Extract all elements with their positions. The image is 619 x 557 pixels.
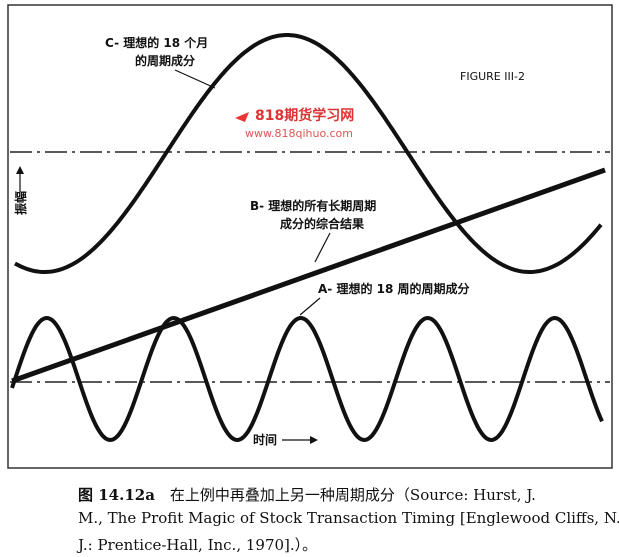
watermark: 818期货学习网 xyxy=(255,107,354,124)
figure-id: FIGURE III-2 xyxy=(460,70,525,83)
curve-c-label: C- 理想的 18 个月 xyxy=(105,35,208,50)
arrow-head xyxy=(16,166,24,174)
line-b-label: B- 理想的所有长期周期 xyxy=(250,198,376,213)
caption-text: J.: Prentice-Hall, Inc., 1970].）。 xyxy=(78,536,318,554)
caption-text: 在上例中再叠加上另一种周期成分（Source: Hurst, J. xyxy=(169,486,536,504)
frame xyxy=(7,4,613,469)
x-axis-label: 时间 xyxy=(253,432,277,447)
watermark-url: www.818qihuo.com xyxy=(245,127,353,140)
figure: C- 理想的 18 个月 的周期成分 FIGURE III-2 818期货学习网… xyxy=(7,4,613,469)
pointer xyxy=(299,297,321,316)
line-b xyxy=(11,167,606,384)
pointer xyxy=(174,69,216,89)
caption-number: 图 14.12a xyxy=(78,486,155,504)
arrow-head xyxy=(310,436,318,444)
curve-c xyxy=(14,33,603,274)
curve-a-label: A- 理想的 18 周的周期成分 xyxy=(318,281,470,296)
caption-line: 图 14.12a 在上例中再叠加上另一种周期成分（Source: Hurst, … xyxy=(78,484,536,505)
pointer xyxy=(314,232,331,263)
watermark-icon xyxy=(235,112,249,122)
caption-text: M., The Profit Magic of Stock Transactio… xyxy=(78,509,619,527)
curve-c-label: 的周期成分 xyxy=(135,53,195,68)
curve-a xyxy=(10,315,604,443)
line-b-label: 成分的综合结果 xyxy=(280,216,364,231)
y-axis-label: 振幅 xyxy=(13,191,28,215)
